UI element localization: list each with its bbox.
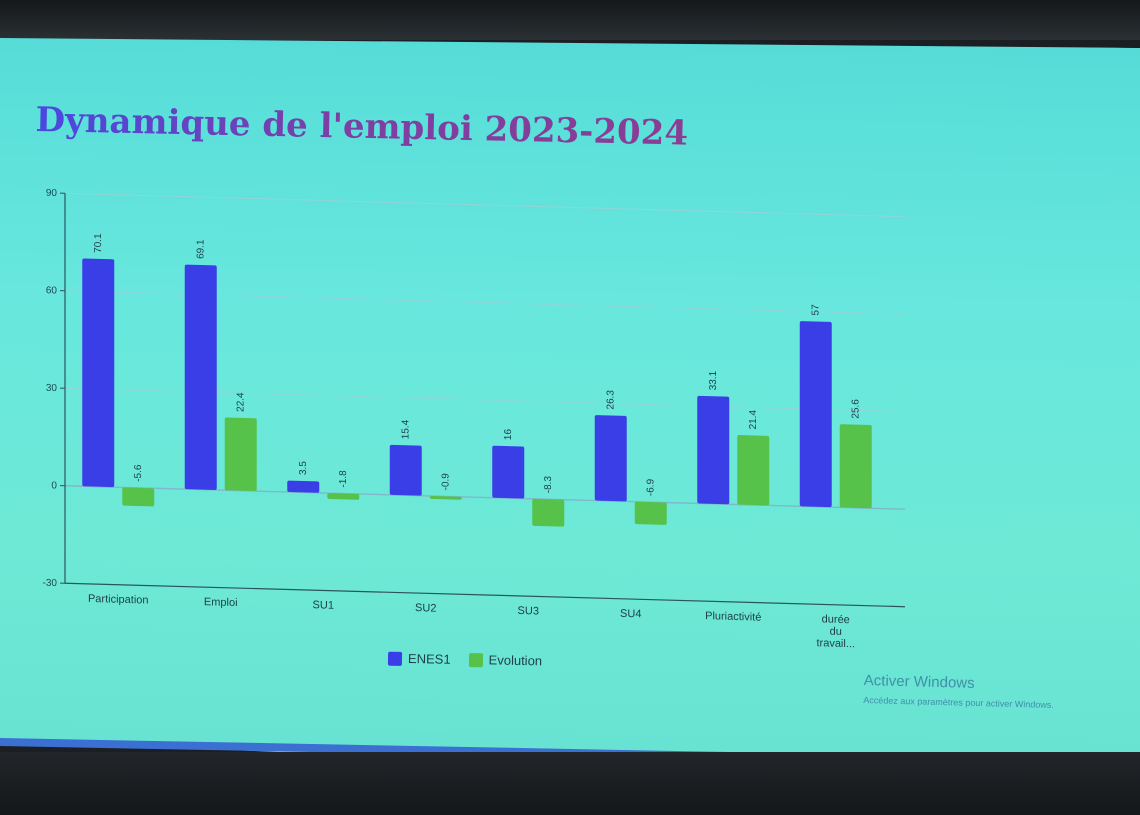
bar-evolution-4	[532, 498, 565, 527]
bar-enes1-2	[287, 480, 320, 493]
projector-top-bezel	[0, 0, 1140, 40]
value-label: 3.5	[298, 461, 309, 476]
bar-enes1-6	[697, 395, 730, 505]
y-tick-label: 0	[51, 480, 57, 491]
legend-swatch-evolution	[468, 652, 483, 667]
bar-evolution-6	[737, 435, 770, 506]
category-label: SU2	[415, 602, 436, 615]
windows-activation-watermark: Activer Windows Accédez aux paramètres p…	[863, 672, 1054, 710]
value-label: 26.3	[606, 389, 617, 409]
bar-enes1-4	[492, 445, 525, 499]
category-label: SU3	[518, 605, 539, 618]
bar-enes1-7	[799, 321, 832, 508]
value-label: 57	[811, 304, 822, 316]
value-label: -5.6	[133, 464, 144, 482]
bar-enes1-5	[594, 415, 627, 502]
bar-evolution-3	[429, 496, 462, 500]
legend-label-evolution: Evolution	[488, 652, 543, 669]
category-label: du	[830, 626, 842, 638]
category-label: SU4	[620, 608, 641, 621]
value-label: -0.9	[441, 473, 452, 491]
legend-item-enes1[interactable]: ENES1	[387, 651, 451, 667]
y-tick-label: 90	[46, 188, 58, 199]
value-label: 22.4	[236, 392, 247, 412]
value-label: 69.1	[196, 239, 207, 259]
value-label: 15.4	[401, 419, 412, 439]
value-label: 21.4	[748, 409, 759, 429]
y-tick-label: -30	[43, 578, 58, 589]
bar-evolution-2	[327, 493, 360, 500]
bar-evolution-0	[122, 487, 155, 507]
bar-evolution-1	[224, 417, 257, 492]
legend-item-evolution[interactable]: Evolution	[468, 652, 543, 669]
category-label: Emploi	[204, 596, 238, 609]
category-label: SU1	[313, 599, 334, 612]
value-label: 70.1	[93, 233, 104, 253]
value-label: -6.9	[646, 478, 657, 496]
category-label: Participation	[88, 593, 149, 607]
chart-legend: ENES1 Evolution	[387, 651, 543, 669]
y-tick-label: 30	[46, 383, 58, 394]
y-tick-label: 60	[46, 285, 58, 296]
category-label: Pluriactivité	[705, 610, 761, 624]
bar-evolution-5	[634, 501, 667, 525]
bar-enes1-3	[389, 444, 422, 496]
category-label: travail...	[816, 637, 855, 650]
bar-enes1-0	[82, 258, 115, 488]
value-label: -1.8	[338, 470, 349, 488]
legend-label-enes1: ENES1	[407, 651, 451, 667]
value-label: 16	[503, 428, 514, 440]
bar-enes1-1	[184, 264, 217, 490]
x-axis	[65, 582, 905, 608]
watermark-title: Activer Windows	[863, 672, 975, 692]
legend-swatch-enes1	[387, 651, 403, 666]
value-label: 25.6	[851, 399, 862, 419]
category-label: durée	[822, 613, 850, 626]
gridline	[65, 192, 905, 218]
value-label: 33.1	[708, 370, 719, 390]
bar-evolution-7	[839, 424, 872, 509]
value-label: -8.3	[543, 475, 554, 493]
bar-chart: 90 60 30 0 -30 70.1 -5.6 Participation 69.1 22.4 E…	[43, 188, 905, 650]
projector-bottom-bezel	[0, 752, 1140, 815]
